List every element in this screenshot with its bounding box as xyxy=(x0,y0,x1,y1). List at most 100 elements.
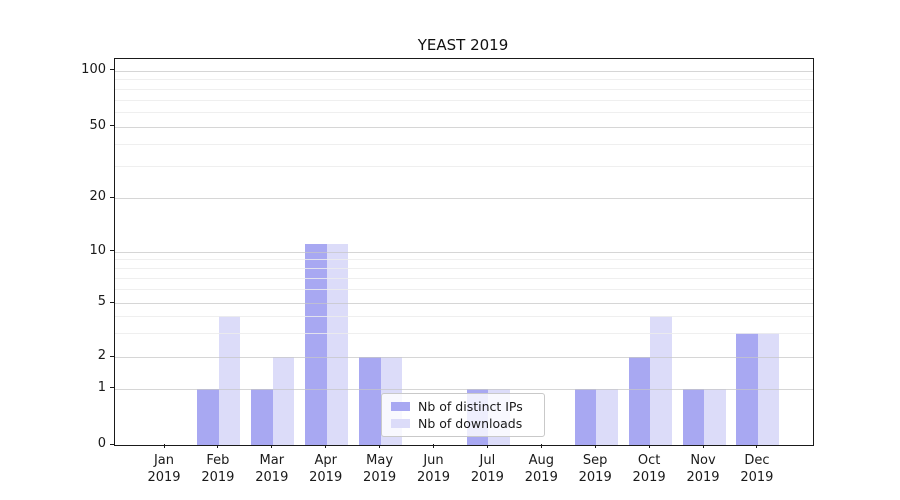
month-name: Jun xyxy=(423,453,444,468)
bar-distinct-ips xyxy=(251,388,273,445)
bar-downloads xyxy=(218,316,241,445)
x-tick-label-may: May 2019 xyxy=(348,452,412,486)
month-year: 2019 xyxy=(201,470,235,485)
legend: Nb of distinct IPs Nb of downloads xyxy=(381,393,545,437)
y-tick-mark xyxy=(110,125,114,127)
y-tick-label: 5 xyxy=(97,294,106,309)
month-name: Sep xyxy=(582,453,608,468)
x-tick-mark xyxy=(325,444,327,448)
minor-gridline xyxy=(115,268,813,270)
bar-downloads xyxy=(272,357,295,445)
month-year: 2019 xyxy=(363,470,397,485)
month-name: Jul xyxy=(479,453,496,468)
month-year: 2019 xyxy=(255,470,289,485)
x-tick-mark xyxy=(271,444,273,448)
y-tick-label: 0 xyxy=(97,436,106,451)
bar-downloads xyxy=(326,244,349,445)
x-tick-label-mar: Mar 2019 xyxy=(240,452,304,486)
chart-title: YEAST 2019 xyxy=(417,36,509,54)
month-name: Oct xyxy=(637,453,661,468)
x-tick-label-apr: Apr 2019 xyxy=(294,452,358,486)
y-tick-mark xyxy=(110,196,114,198)
x-tick-mark xyxy=(756,444,758,448)
x-tick-label-oct: Oct 2019 xyxy=(617,452,681,486)
y-tick-mark xyxy=(110,387,114,388)
minor-gridline xyxy=(115,79,813,81)
month-name: Nov xyxy=(690,453,716,468)
month-year: 2019 xyxy=(740,470,774,485)
major-gridline xyxy=(115,303,813,304)
month-name: Dec xyxy=(744,453,770,468)
x-tick-label-dec: Dec 2019 xyxy=(725,452,789,486)
major-gridline xyxy=(115,126,813,128)
y-tick-label: 2 xyxy=(97,348,106,363)
x-tick-label-jan: Jan 2019 xyxy=(132,452,196,486)
x-tick-label-nov: Nov 2019 xyxy=(671,452,735,486)
y-tick-label: 100 xyxy=(81,61,106,77)
minor-gridline xyxy=(115,333,813,335)
x-tick-label-jul: Jul 2019 xyxy=(455,452,519,486)
x-tick-mark xyxy=(433,444,434,448)
x-tick-label-sep: Sep 2019 xyxy=(563,452,627,486)
month-year: 2019 xyxy=(524,470,558,485)
bar-distinct-ips xyxy=(197,388,219,445)
major-gridline xyxy=(115,251,813,253)
y-tick-label: 50 xyxy=(89,117,106,133)
legend-label-distinct-ips: Nb of distinct IPs xyxy=(418,399,523,414)
downloads-swatch xyxy=(391,419,410,428)
minor-gridline xyxy=(115,111,813,113)
x-tick-label-aug: Aug 2019 xyxy=(509,452,573,486)
month-name: Aug xyxy=(528,453,554,468)
legend-row: Nb of downloads xyxy=(391,415,535,432)
month-year: 2019 xyxy=(470,470,504,485)
minor-gridline xyxy=(115,99,813,101)
bar-distinct-ips xyxy=(628,357,651,445)
x-tick-mark xyxy=(648,444,650,448)
distinct-ips-swatch xyxy=(391,402,410,411)
x-tick-label-jun: Jun 2019 xyxy=(402,452,466,486)
y-tick-label: 20 xyxy=(89,189,106,204)
x-tick-mark xyxy=(217,444,219,448)
month-year: 2019 xyxy=(578,470,612,485)
y-tick-label: 10 xyxy=(89,242,106,258)
y-tick-mark xyxy=(110,443,114,445)
month-year: 2019 xyxy=(416,470,451,485)
major-gridline xyxy=(115,198,813,199)
x-tick-label-feb: Feb 2019 xyxy=(186,452,250,486)
minor-gridline xyxy=(115,289,813,291)
bar-downloads xyxy=(650,316,672,445)
x-tick-mark xyxy=(702,444,704,448)
month-name: May xyxy=(366,453,394,468)
month-year: 2019 xyxy=(147,470,181,485)
plot-area xyxy=(114,58,814,446)
major-gridline xyxy=(115,70,813,72)
month-year: 2019 xyxy=(632,470,666,485)
bar-distinct-ips xyxy=(359,357,381,445)
month-year: 2019 xyxy=(686,470,720,485)
y-tick-mark xyxy=(110,355,114,357)
month-name: Jan xyxy=(153,453,175,468)
minor-gridline xyxy=(115,259,813,261)
bar-distinct-ips xyxy=(574,388,597,445)
minor-gridline xyxy=(115,316,813,318)
bar-distinct-ips xyxy=(305,244,327,445)
x-tick-mark xyxy=(486,444,488,448)
minor-gridline xyxy=(115,166,813,168)
bar-distinct-ips xyxy=(682,388,704,445)
minor-gridline xyxy=(115,88,813,90)
bar-downloads xyxy=(704,388,726,445)
y-tick-mark xyxy=(110,250,114,251)
y-tick-mark xyxy=(110,301,114,303)
major-gridline xyxy=(115,388,813,390)
x-tick-mark xyxy=(540,444,542,448)
major-gridline xyxy=(115,357,813,358)
minor-gridline xyxy=(115,278,813,279)
x-tick-mark xyxy=(379,444,381,448)
minor-gridline xyxy=(115,144,813,146)
legend-row: Nb of distinct IPs xyxy=(391,398,535,415)
month-name: Apr xyxy=(314,453,337,468)
y-tick-mark xyxy=(110,69,114,71)
month-year: 2019 xyxy=(309,470,343,485)
x-tick-mark xyxy=(594,444,596,448)
